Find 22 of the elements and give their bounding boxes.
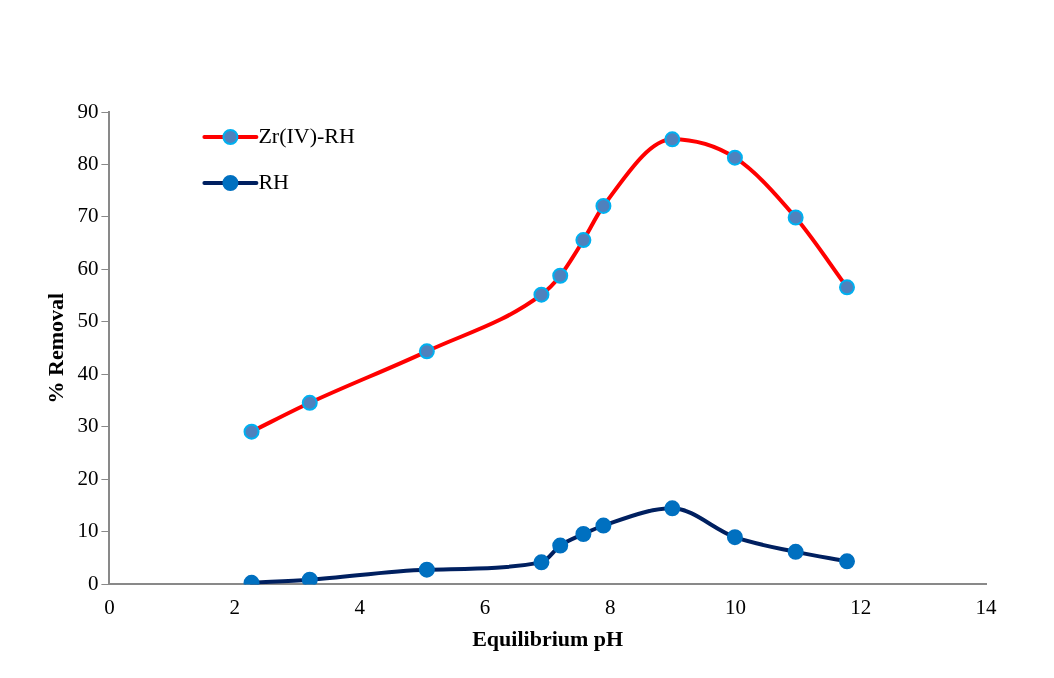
x-tick-label: 10 [725,594,747,619]
legend-label: RH [258,168,290,194]
y-tick-label: 0 [87,570,99,595]
legend-label: Zr(IV)-RH [258,122,356,148]
y-tick-label: 90 [77,98,99,123]
y-tick-label: 80 [77,151,99,175]
y-tick-label: 10 [77,518,99,543]
x-tick-label: 2 [229,594,240,619]
y-tick-label: 60 [77,255,99,280]
y-tick-label: 50 [77,308,99,333]
x-tick-label: 14 [975,594,997,619]
x-tick-label: 0 [104,594,115,619]
y-tick-label: 70 [77,203,99,228]
x-tick-label: 4 [354,594,366,619]
x-tick-label: 12 [850,594,872,619]
y-axis-title: % Removal [42,292,68,404]
y-tick-label: 40 [77,360,99,385]
x-axis-title: Equilibrium pH [472,626,624,652]
y-tick-label: 30 [77,413,99,438]
y-tick-label: 20 [77,465,99,490]
x-tick-label: 6 [479,594,491,619]
x-tick-label: 8 [605,594,616,619]
